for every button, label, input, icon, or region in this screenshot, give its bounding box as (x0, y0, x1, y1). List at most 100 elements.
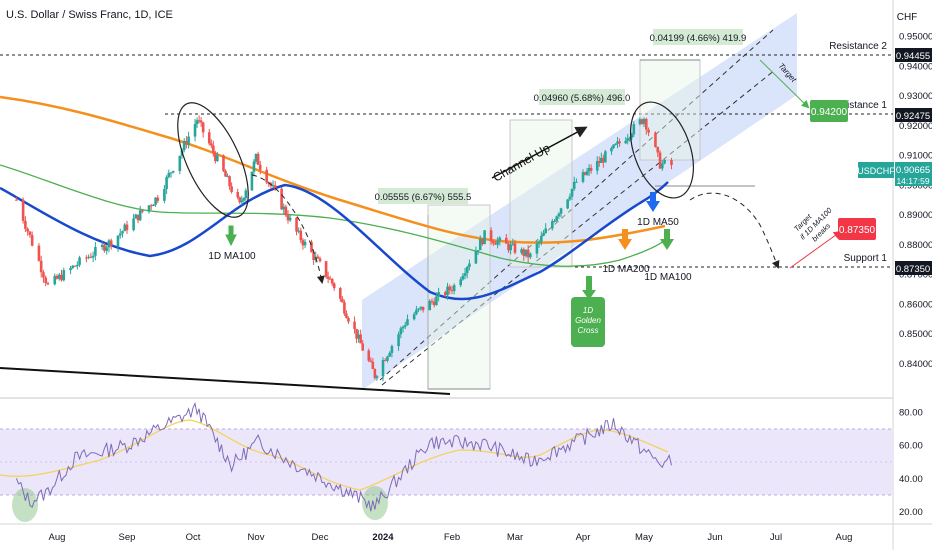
candle-body (280, 188, 283, 210)
candle-body (324, 261, 328, 277)
candle-body (197, 120, 201, 122)
candle-body (209, 143, 213, 146)
candle-body (30, 235, 34, 246)
candle-body (347, 318, 350, 322)
candle-body (207, 132, 211, 144)
candle-body (28, 231, 32, 236)
golden-cross-text-1: 1D (583, 306, 593, 315)
badge-sup1-text: 0.87350 (896, 264, 930, 275)
rsi-tick-label: 40.00 (899, 474, 923, 485)
candle-body (301, 240, 305, 246)
candle-body (24, 220, 27, 229)
ma100-line (0, 164, 669, 267)
candle-body (57, 274, 61, 279)
candle-body (328, 278, 332, 280)
candle-body (359, 334, 362, 344)
candle-body (152, 204, 155, 206)
candle-body (572, 181, 576, 189)
candle-body (498, 237, 502, 241)
price-tick-label: 0.84000 (899, 359, 932, 370)
candle-body (468, 263, 471, 268)
candle-body (483, 230, 486, 245)
candle-body (478, 238, 482, 251)
candle-body (553, 220, 556, 222)
candle-body (288, 217, 292, 221)
candle-body (214, 152, 217, 162)
candle-body (178, 155, 182, 172)
candle-body (71, 265, 75, 268)
candle-body (403, 325, 407, 327)
candle-body (444, 292, 447, 296)
measure3-badge (653, 29, 743, 45)
candle-body (595, 161, 599, 171)
candle-body (383, 359, 387, 361)
candle-body (570, 188, 574, 197)
candle-body (505, 237, 508, 244)
candle-body (242, 198, 246, 201)
candle-body (489, 230, 493, 242)
candle-body (624, 140, 627, 144)
time-tick-label: Sep (119, 532, 136, 543)
candle-body (212, 145, 215, 153)
candle-body (583, 172, 587, 175)
candle-body (303, 241, 307, 246)
candle-body (256, 153, 260, 165)
chart-title: U.S. Dollar / Swiss Franc, 1D, ICE (6, 9, 173, 21)
candle-body (612, 144, 615, 148)
candle-body (597, 161, 601, 163)
up-arrow-ma100-may (660, 229, 674, 250)
candle-body (600, 157, 603, 163)
candle-body (474, 250, 478, 264)
candle-body (542, 233, 545, 236)
candle-body (432, 301, 436, 306)
measure2-badge (539, 89, 625, 105)
candle-body (76, 264, 79, 267)
candle-body (371, 361, 375, 370)
price-tick-label: 0.92000 (899, 121, 932, 132)
badge-res1-text: 0.92475 (896, 111, 930, 122)
candle-body (42, 272, 45, 278)
candle-body (295, 217, 298, 232)
price-tick-label: 0.88000 (899, 240, 932, 251)
time-tick-label: Nov (248, 532, 265, 543)
candle-body (312, 252, 315, 261)
candle-body (373, 369, 377, 379)
target-red-badge (838, 218, 876, 240)
time-tick-label: Jun (707, 532, 722, 543)
up-arrow-ma200 (618, 229, 632, 250)
candle-body (193, 124, 197, 137)
candle-body (461, 275, 465, 280)
candle-body (421, 306, 425, 311)
candle-body (604, 151, 607, 163)
candle-body (587, 167, 591, 172)
time-ticks: Aug Sep Oct Nov Dec 2024 Feb Mar Apr May Jun Jul Aug (49, 532, 853, 543)
candle-body (566, 199, 569, 209)
candle-body (201, 122, 205, 133)
candle-body (656, 146, 660, 153)
candle-body (399, 328, 403, 335)
candle-body (511, 243, 515, 245)
candle-body (116, 235, 120, 247)
candle-body (273, 185, 277, 189)
candle-body (535, 243, 539, 254)
candle-body (526, 249, 530, 258)
candle-body (240, 200, 244, 203)
badge-ticker-text: USDCHF (857, 166, 895, 176)
candle-body (419, 306, 423, 309)
candle-body (125, 224, 129, 231)
candle-body (73, 265, 77, 267)
rsi-ma-line (0, 419, 669, 491)
candles-group (15, 115, 673, 382)
candle-body (107, 240, 111, 248)
candle-body (632, 124, 636, 135)
candle-body (663, 160, 666, 164)
candle-body (91, 255, 95, 258)
candle-body (520, 249, 523, 253)
candle-body (21, 199, 25, 221)
candle-body (417, 308, 420, 310)
time-tick-label: Apr (576, 532, 591, 543)
candle-body (89, 256, 93, 258)
rsi-line (15, 401, 672, 512)
candle-body (156, 197, 160, 201)
